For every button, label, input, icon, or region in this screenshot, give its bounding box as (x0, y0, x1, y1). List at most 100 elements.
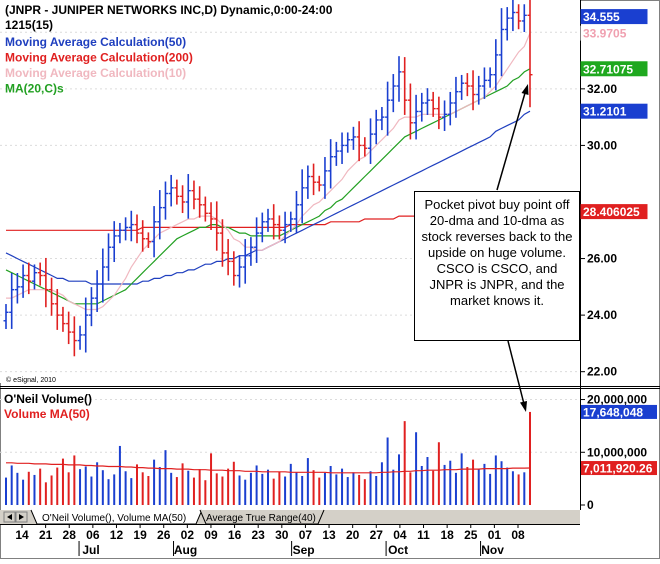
price-bar (293, 190, 299, 233)
scroll-right-button[interactable] (15, 511, 28, 523)
price-bar (26, 262, 32, 295)
price-bar (396, 56, 402, 102)
price-bar (145, 232, 151, 248)
chart-title: (JNPR - JUNIPER NETWORKS INC,D) Dynamic,… (5, 3, 333, 17)
price-value-badge: 31.2101 (580, 103, 648, 119)
price-bar (71, 316, 77, 357)
price-bar (208, 202, 214, 230)
annotation-callout: Pocket pivot buy point off 20-dma and 10… (414, 191, 580, 341)
svg-text:33.9705: 33.9705 (583, 27, 627, 41)
price-gridlines (0, 31, 580, 373)
volume-badges: 17,648,048 7,011,920.26 (581, 404, 657, 476)
price-bar (453, 76, 459, 118)
svg-text:32.71075: 32.71075 (583, 62, 633, 76)
arrow-to-price-bar (496, 92, 526, 191)
tab-volume-label: O'Neil Volume(), Volume MA(50) (42, 513, 186, 524)
volume-tick-label: 0 (587, 498, 594, 512)
price-bar (470, 70, 476, 111)
price-bar (516, 4, 522, 30)
price-bar (305, 165, 311, 199)
x-tick-label: 09 (204, 528, 218, 542)
price-bar (242, 239, 248, 284)
month-label: Oct (388, 543, 408, 557)
price-bar (311, 163, 317, 196)
svg-text:31.2101: 31.2101 (583, 105, 627, 119)
price-value-badge: 28.406025 (580, 204, 648, 220)
legend-entry: MA(20,C)s (5, 82, 64, 96)
month-label: Aug (174, 543, 197, 557)
price-bar (117, 222, 123, 244)
tab-atr[interactable]: Average True Range(40) (199, 509, 325, 525)
volume-tick-label: 10,000,000 (587, 445, 647, 459)
price-bar (254, 217, 260, 263)
price-bar (151, 206, 157, 258)
price-bar (88, 287, 94, 327)
price-bar (123, 217, 129, 241)
legend-entry: Moving Average Calculation(10) (5, 66, 186, 80)
copyright: © eSignal, 2010 (6, 376, 56, 384)
price-bar (202, 196, 208, 222)
x-tick-label: 01 (488, 528, 502, 542)
bar-count: 1215(15) (5, 18, 53, 32)
arrow-right-icon (19, 514, 24, 520)
price-tick-label: 26.00 (587, 252, 617, 266)
x-tick-label: 06 (86, 528, 100, 542)
price-bar (214, 201, 220, 251)
month-label: Jul (82, 543, 99, 557)
volume-ma-label: Volume MA(50) (4, 407, 90, 421)
x-tick-label: 11 (417, 528, 430, 542)
price-bar (265, 208, 271, 232)
x-tick-label: 16 (228, 528, 242, 542)
svg-text:17,648,048: 17,648,048 (583, 405, 643, 419)
price-bar (333, 141, 339, 166)
price-tick-label: 30.00 (587, 138, 617, 152)
price-bar (276, 215, 282, 240)
price-bar (299, 169, 305, 224)
price-bar (31, 264, 37, 290)
legend-entry: Moving Average Calculation(50) (5, 35, 186, 49)
price-bar (219, 219, 225, 267)
tab-volume[interactable]: O'Neil Volume(), Volume MA(50) (30, 509, 203, 525)
price-bar (49, 277, 55, 316)
scroll-left-button[interactable] (3, 511, 16, 523)
price-bar (162, 181, 168, 220)
x-tick-label: 08 (511, 528, 525, 542)
price-bar (37, 262, 43, 286)
price-bar (288, 211, 294, 232)
x-tick-label: 19 (133, 528, 147, 542)
price-bar (282, 211, 288, 244)
svg-text:28.406025: 28.406025 (583, 205, 640, 219)
volume-gridlines (0, 399, 580, 453)
price-bar (436, 96, 442, 130)
price-bar (504, 7, 510, 41)
x-tick-label: 23 (252, 528, 266, 542)
x-tick-label: 28 (63, 528, 77, 542)
price-value-badge: 34.555 (580, 9, 648, 25)
price-bar (60, 306, 66, 332)
price-bar (140, 220, 146, 252)
price-bar (356, 121, 362, 162)
price-bar (316, 175, 322, 192)
x-tick-label: 18 (440, 528, 454, 542)
price-bar (168, 174, 174, 207)
price-bar (407, 83, 413, 140)
price-bar (521, 4, 527, 33)
volume-title: O'Neil Volume() (4, 392, 92, 406)
price-tick-label: 24.00 (587, 308, 617, 322)
price-bar (350, 126, 356, 150)
price-bar (510, 0, 516, 32)
x-tick-label: 21 (39, 528, 53, 542)
price-bar (379, 107, 385, 131)
volume-tick-label: 20,000,000 (587, 393, 647, 407)
x-tick-label: 27 (370, 528, 384, 542)
price-bar (77, 325, 83, 350)
price-bar (9, 273, 15, 329)
arrow-head-up (521, 84, 529, 95)
price-bar (100, 248, 106, 303)
price-bar (174, 179, 180, 205)
price-bar (345, 132, 351, 153)
price-bar (197, 186, 203, 218)
price-bar (237, 255, 243, 288)
price-bar (111, 221, 117, 263)
price-bar (328, 139, 334, 189)
